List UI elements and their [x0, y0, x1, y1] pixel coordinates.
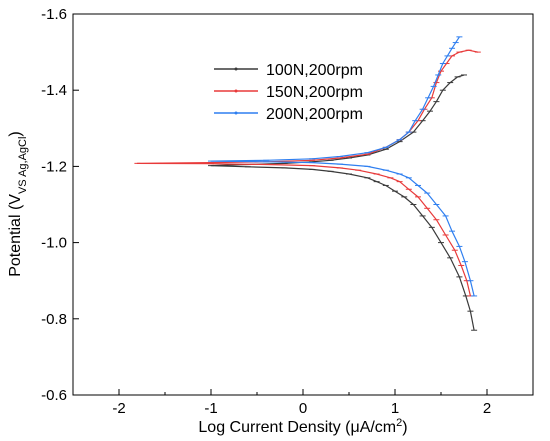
legend: 100N,200rpm 150N,200rpm 200N,200rpm [214, 62, 363, 123]
legend-marker [234, 67, 238, 71]
y-axis-title-end: ) [7, 131, 24, 136]
x-tick-label: 0 [299, 400, 307, 417]
x-tick-label: 1 [391, 400, 399, 417]
y-axis-title: Potential (VVS Ag,AgCl) [7, 131, 29, 277]
legend-label: 200N,200rpm [266, 106, 363, 123]
y-tick-label: -0.6 [41, 387, 67, 404]
series-group [134, 36, 481, 331]
x-axis-title: Log Current Density (μA/cm2) [198, 417, 407, 436]
tick-labels: -2 -1 0 1 2 -0.6 -0.8 -1.0 -1.2 -1.4 -1.6 [41, 6, 491, 417]
y-axis-title-main: Potential (V [7, 194, 24, 277]
y-tick-label: -1.6 [41, 6, 67, 23]
x-axis-title-sup: 2 [396, 417, 402, 429]
series-line-2 [136, 49, 478, 297]
x-axis-title-end: ) [402, 419, 407, 436]
x-axis-title-main: Log Current Density (μA/cm [198, 419, 396, 436]
x-tick-label: -1 [204, 400, 217, 417]
y-tick-label: -1.2 [41, 158, 67, 175]
x-tick-label: -2 [112, 400, 125, 417]
axis-ticks [72, 13, 534, 396]
legend-marker [234, 111, 238, 115]
y-tick-label: -0.8 [41, 311, 67, 328]
legend-marker [234, 89, 238, 93]
legend-label: 150N,200rpm [266, 84, 363, 101]
y-tick-label: -1.0 [41, 235, 67, 252]
y-axis-title-sub: VS Ag,AgCl [17, 137, 29, 194]
series-line-1 [210, 74, 475, 331]
y-tick-label: -1.4 [41, 82, 67, 99]
legend-label: 100N,200rpm [266, 62, 363, 79]
x-tick-label: 2 [483, 400, 491, 417]
series-line-3 [210, 36, 475, 297]
